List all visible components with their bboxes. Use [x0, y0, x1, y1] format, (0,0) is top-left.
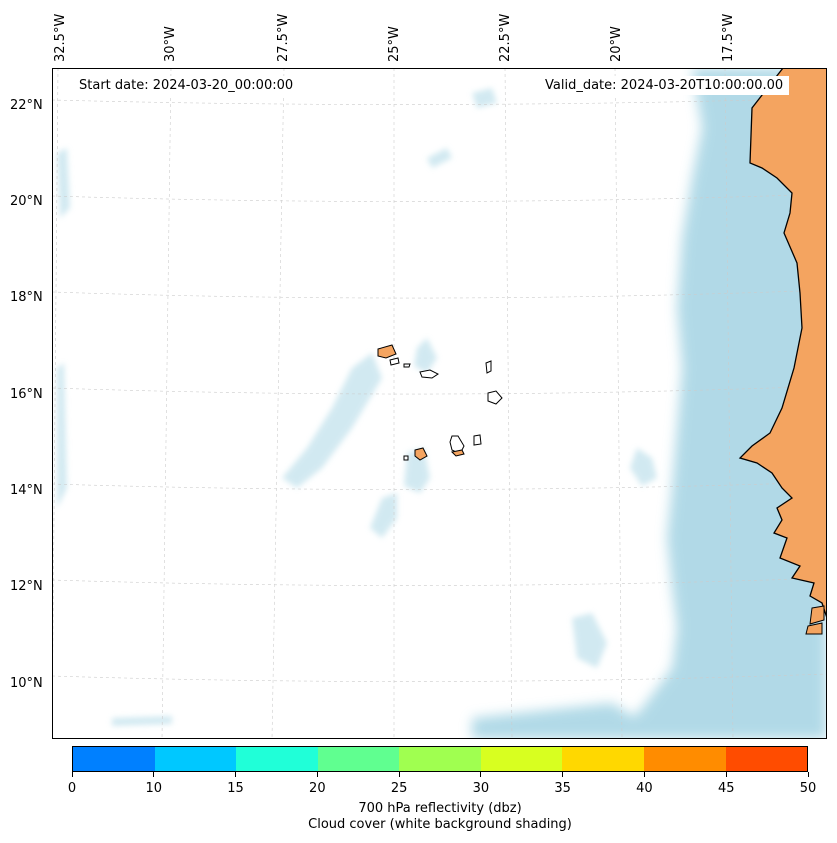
lon-label-27-5w: 27.5°W — [276, 13, 291, 62]
colorbar-segment — [236, 747, 318, 771]
lat-label-12n: 12°N — [10, 579, 43, 594]
lon-label-30w: 30°W — [163, 26, 178, 62]
colorbar-title-line2: Cloud cover (white background shading) — [308, 817, 572, 832]
colorbar-tick-label: 35 — [554, 781, 571, 796]
colorbar-tick-label: 0 — [67, 781, 77, 796]
cape-verde-islands — [377, 344, 503, 461]
colorbar-tick — [153, 772, 155, 777]
colorbar-tick — [807, 772, 809, 777]
colorbar-tick — [398, 772, 400, 777]
colorbar-tick-label: 20 — [309, 781, 326, 796]
colorbar-segment — [154, 747, 237, 771]
cloud-cover — [472, 68, 827, 739]
colorbar-tick — [235, 772, 237, 777]
map-panel — [52, 68, 827, 739]
colorbar-tick — [643, 772, 645, 777]
lon-label-17-5w: 17.5°W — [721, 13, 736, 62]
lat-label-22n: 22°N — [10, 98, 43, 113]
lat-label-10n: 10°N — [10, 676, 43, 691]
lat-label-18n: 18°N — [10, 290, 43, 305]
colorbar-title-line1: 700 hPa reflectivity (dbz) — [358, 801, 522, 816]
lon-label-32-5w: 32.5°W — [53, 13, 68, 62]
colorbar-segment — [480, 747, 563, 771]
colorbar-tick — [562, 772, 564, 777]
colorbar-segment — [317, 747, 400, 771]
colorbar-segment — [73, 747, 155, 771]
valid-date-label: Valid_date: 2024-03-20T10:00:00.00 — [539, 76, 790, 95]
colorbar-tick — [316, 772, 318, 777]
colorbar-tick-label: 25 — [390, 781, 408, 796]
colorbar-tick-label: 50 — [799, 781, 817, 796]
lon-label-25w: 25°W — [387, 26, 402, 62]
colorbar-tick — [480, 772, 482, 777]
coastal-island — [805, 622, 823, 635]
colorbar-title: 700 hPa reflectivity (dbz) Cloud cover (… — [0, 801, 837, 833]
africa-coastline — [738, 68, 827, 619]
colorbar-segment — [562, 747, 644, 771]
bijagos-islands — [809, 605, 825, 625]
colorbar-tick-label: 40 — [636, 781, 653, 796]
colorbar-tick-label: 30 — [472, 781, 490, 796]
colorbar-tick-label: 10 — [145, 781, 163, 796]
colorbar-segment — [643, 747, 726, 771]
lon-label-22-5w: 22.5°W — [498, 13, 513, 62]
lat-label-20n: 20°N — [10, 194, 43, 209]
colorbar-segment — [725, 747, 808, 771]
lon-label-20w: 20°W — [609, 26, 624, 62]
colorbar-tick — [71, 772, 73, 777]
start-date-label: Start date: 2024-03-20_00:00:00 — [73, 76, 300, 95]
colorbar-segment — [399, 747, 481, 771]
lat-label-16n: 16°N — [10, 387, 43, 402]
colorbar-tick-label: 45 — [717, 781, 735, 796]
colorbar — [72, 746, 808, 772]
lat-label-14n: 14°N — [10, 483, 43, 498]
colorbar-tick-label: 15 — [227, 781, 244, 796]
colorbar-tick — [725, 772, 727, 777]
